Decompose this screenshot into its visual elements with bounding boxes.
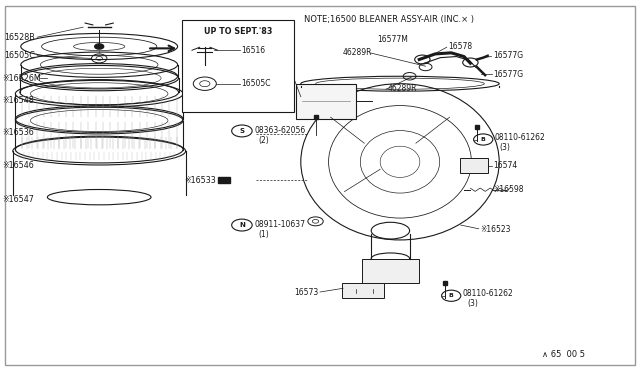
Text: ※16598: ※16598 xyxy=(493,185,524,194)
Text: N: N xyxy=(239,222,245,228)
Text: ※16533: ※16533 xyxy=(184,176,216,185)
Text: B: B xyxy=(481,137,486,142)
Text: 08110-61262: 08110-61262 xyxy=(495,133,545,142)
Text: 08911-10637: 08911-10637 xyxy=(255,220,306,229)
Text: 46289R: 46289R xyxy=(387,84,417,93)
Text: 16528B: 16528B xyxy=(4,33,35,42)
Text: ∧ 65  00 5: ∧ 65 00 5 xyxy=(541,350,585,359)
Bar xyxy=(342,283,384,298)
Text: (3): (3) xyxy=(499,143,510,152)
Text: 16574: 16574 xyxy=(493,161,517,170)
Text: ※16526M: ※16526M xyxy=(2,74,41,83)
Text: B: B xyxy=(449,293,454,298)
Text: 16577M: 16577M xyxy=(378,35,408,44)
Text: S: S xyxy=(239,128,244,134)
Bar xyxy=(182,20,294,112)
Bar xyxy=(218,177,230,183)
Text: (1): (1) xyxy=(259,230,269,239)
Text: 16505C: 16505C xyxy=(4,51,35,60)
Text: (2): (2) xyxy=(259,136,269,145)
Text: 46289R: 46289R xyxy=(342,48,372,57)
Text: UP TO SEPT.'83: UP TO SEPT.'83 xyxy=(204,27,273,36)
Text: 16577G: 16577G xyxy=(493,51,523,60)
Bar xyxy=(362,259,419,283)
Bar xyxy=(296,84,356,119)
Text: 16577G: 16577G xyxy=(493,70,523,79)
Text: ※16547: ※16547 xyxy=(2,195,34,203)
Text: (3): (3) xyxy=(467,299,478,308)
Bar xyxy=(460,158,488,173)
Text: ※16536: ※16536 xyxy=(2,128,34,137)
Text: 16505C: 16505C xyxy=(241,79,271,88)
Text: 16578: 16578 xyxy=(448,42,472,51)
Text: 08363-62056: 08363-62056 xyxy=(255,126,306,135)
Text: ※16546: ※16546 xyxy=(2,161,34,170)
Circle shape xyxy=(95,44,104,49)
Text: 08110-61262: 08110-61262 xyxy=(463,289,513,298)
Text: 16573: 16573 xyxy=(294,288,319,296)
Text: ※16548: ※16548 xyxy=(2,96,34,105)
Text: ※16523: ※16523 xyxy=(480,225,511,234)
Text: 16516: 16516 xyxy=(241,46,266,55)
Text: NOTE;16500 BLEANER ASSY-AIR (INC.× ): NOTE;16500 BLEANER ASSY-AIR (INC.× ) xyxy=(304,15,474,24)
Text: ※16528: ※16528 xyxy=(266,66,296,75)
